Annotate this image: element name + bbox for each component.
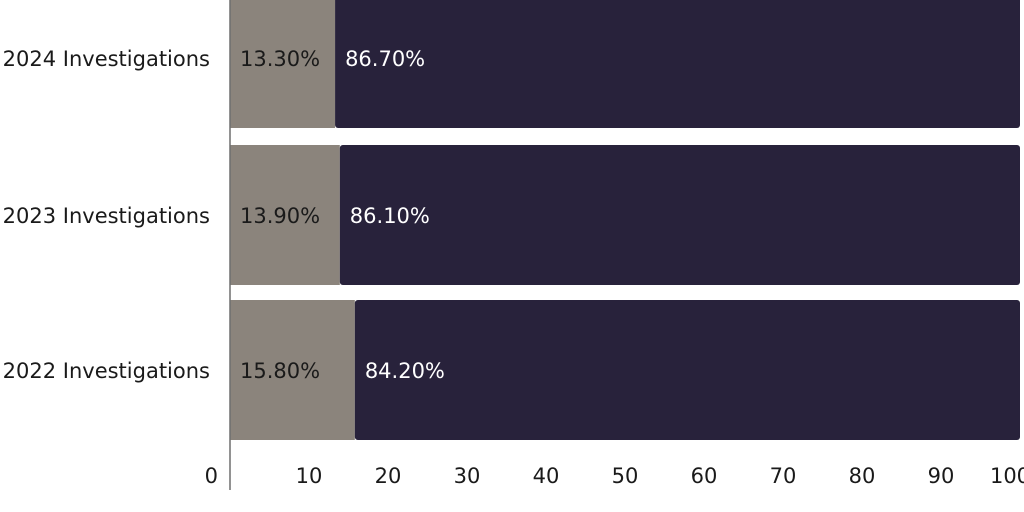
data-label: 13.30% bbox=[240, 47, 320, 71]
bar-row: 13.90% 86.10% bbox=[230, 145, 1020, 285]
x-tick-label: 20 bbox=[375, 464, 402, 488]
data-label: 84.20% bbox=[365, 359, 445, 383]
category-label: 2024 Investigations bbox=[3, 47, 210, 71]
x-tick-label: 90 bbox=[928, 464, 955, 488]
x-tick-label: 70 bbox=[770, 464, 797, 488]
x-tick-label: 100 bbox=[990, 464, 1024, 488]
x-tick-label: 80 bbox=[849, 464, 876, 488]
bar-segment-2 bbox=[354, 300, 1020, 440]
x-tick-label: 0 bbox=[205, 464, 218, 488]
x-tick-label: 40 bbox=[533, 464, 560, 488]
bar-segment-1 bbox=[230, 0, 336, 128]
bar-segment-2 bbox=[335, 0, 1020, 128]
bar-segment-1 bbox=[230, 145, 340, 285]
data-label: 13.90% bbox=[240, 204, 320, 228]
bar-segment-2 bbox=[339, 145, 1020, 285]
bars-layer: 13.30% 86.70% 13.90% 86.10% 15.80% 84.20% bbox=[230, 0, 1020, 440]
bar-row: 15.80% 84.20% bbox=[230, 300, 1020, 440]
category-labels: 2024 Investigations 2023 Investigations 20… bbox=[3, 47, 210, 383]
x-axis-ticks: 0 10 20 30 40 50 60 70 80 90 100 bbox=[205, 464, 1024, 488]
category-label: 2023 Investigations bbox=[3, 204, 210, 228]
x-tick-label: 60 bbox=[691, 464, 718, 488]
data-label: 15.80% bbox=[240, 359, 320, 383]
category-label: 2022 Investigations bbox=[3, 359, 210, 383]
bar-segment-1 bbox=[230, 300, 355, 440]
bar-row: 13.30% 86.70% bbox=[230, 0, 1020, 128]
data-label: 86.70% bbox=[345, 47, 425, 71]
data-label: 86.10% bbox=[350, 204, 430, 228]
x-tick-label: 50 bbox=[612, 464, 639, 488]
x-tick-label: 30 bbox=[454, 464, 481, 488]
x-tick-label: 10 bbox=[296, 464, 323, 488]
